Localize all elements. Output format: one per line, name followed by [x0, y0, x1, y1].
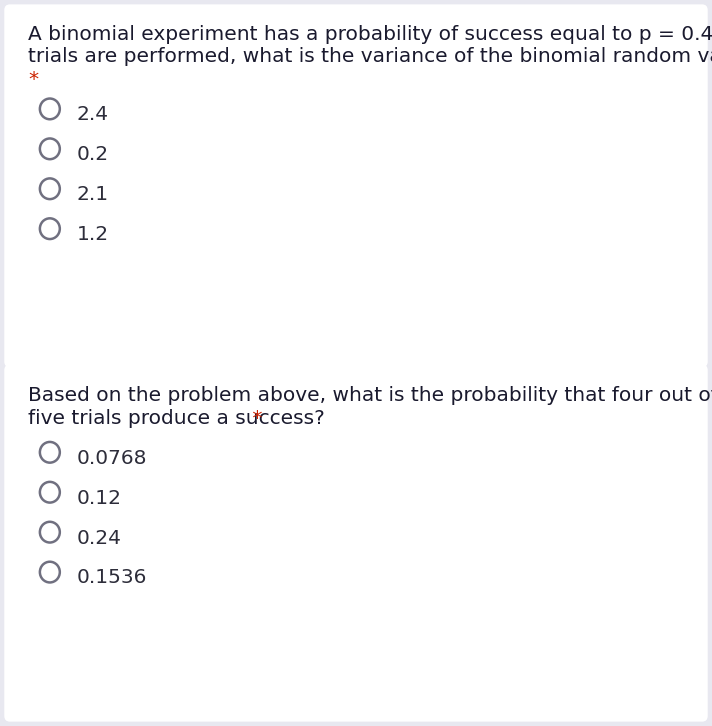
Text: 0.1536: 0.1536: [77, 568, 147, 587]
Text: 2.4: 2.4: [77, 105, 109, 124]
FancyBboxPatch shape: [4, 4, 708, 367]
Text: A binomial experiment has a probability of success equal to p = 0.4. If five: A binomial experiment has a probability …: [28, 25, 712, 44]
Text: 0.2: 0.2: [77, 145, 109, 164]
Text: 0.12: 0.12: [77, 489, 122, 507]
Text: 0.0768: 0.0768: [77, 449, 147, 468]
Text: *: *: [28, 70, 38, 89]
Text: *: *: [246, 409, 263, 428]
FancyBboxPatch shape: [4, 364, 708, 722]
Text: Based on the problem above, what is the probability that four out of the: Based on the problem above, what is the …: [28, 386, 712, 405]
Text: trials are performed, what is the variance of the binomial random variable?: trials are performed, what is the varian…: [28, 47, 712, 66]
Text: five trials produce a success?: five trials produce a success?: [28, 409, 325, 428]
Text: 1.2: 1.2: [77, 225, 109, 244]
Text: 0.24: 0.24: [77, 529, 122, 547]
Text: 2.1: 2.1: [77, 185, 109, 204]
